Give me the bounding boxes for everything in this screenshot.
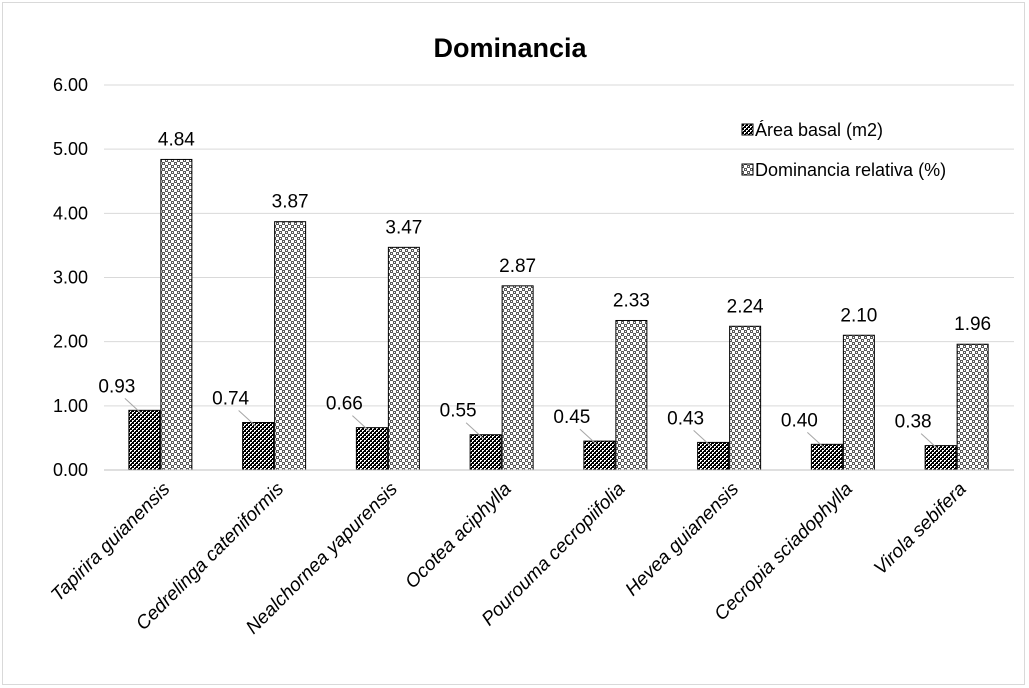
bar-dominancia-relativa — [387, 246, 420, 471]
bar-dominancia-relativa — [615, 319, 648, 471]
bar-dominancia-relativa — [160, 158, 193, 471]
y-tick-label: 0.00 — [53, 460, 88, 480]
data-label-area-basal: 0.74 — [212, 389, 249, 410]
leader-line — [693, 430, 712, 447]
bar-area-basal — [128, 409, 161, 471]
leader-line — [920, 433, 939, 450]
data-label-area-basal: 0.45 — [553, 407, 590, 428]
y-tick-label: 5.00 — [53, 139, 88, 159]
y-tick-label: 1.00 — [53, 396, 88, 416]
data-label-dominancia-relativa: 4.84 — [158, 129, 195, 150]
chart-title: Dominancia — [433, 33, 587, 63]
data-labels: 0.93 4.84 0.74 3.87 0.66 3.47 0.55 2.87 0.45 2.33… — [98, 129, 991, 450]
x-tick-label: Ocotea aciphylla — [401, 479, 515, 593]
data-label-area-basal: 0.66 — [326, 394, 363, 415]
leader-line — [465, 422, 484, 440]
bar-area-basal — [583, 440, 616, 471]
data-label-dominancia-relativa: 2.87 — [499, 256, 536, 277]
bar-area-basal — [697, 441, 730, 471]
data-label-dominancia-relativa: 2.24 — [727, 296, 764, 317]
bar-dominancia-relativa — [501, 285, 534, 471]
bar-dominancia-relativa — [842, 334, 875, 471]
bars — [128, 158, 989, 471]
leader-line — [238, 410, 257, 427]
data-label-area-basal: 0.38 — [895, 412, 932, 433]
bar-area-basal — [242, 422, 275, 471]
y-tick-label: 3.00 — [53, 268, 88, 288]
legend-swatch-dominancia-relativa — [741, 163, 754, 176]
bar-dominancia-relativa — [729, 325, 762, 471]
bar-dominancia-relativa — [956, 343, 989, 471]
data-label-dominancia-relativa: 2.33 — [613, 290, 650, 311]
y-tick-label: 4.00 — [53, 203, 88, 223]
leader-line — [579, 428, 598, 446]
legend-label-dominancia-relativa: Dominancia relativa (%) — [755, 160, 946, 180]
x-tick-label: Virola sebifera — [870, 479, 970, 579]
data-label-dominancia-relativa: 1.96 — [954, 314, 991, 335]
data-label-dominancia-relativa: 3.87 — [272, 192, 309, 213]
leader-line — [352, 415, 371, 433]
leader-line — [807, 431, 826, 449]
bar-area-basal — [924, 445, 957, 471]
y-tick-label: 2.00 — [53, 332, 88, 352]
data-label-dominancia-relativa: 2.10 — [840, 305, 877, 326]
bar-area-basal — [810, 443, 843, 471]
data-label-area-basal: 0.43 — [667, 408, 704, 429]
data-label-area-basal: 0.40 — [781, 410, 818, 431]
bar-area-basal — [355, 427, 388, 471]
y-axis: 0.00 1.00 2.00 3.00 4.00 5.00 6.00 — [53, 75, 88, 480]
x-tick-label: Hevea guianensis — [622, 478, 744, 600]
bar-dominancia-relativa — [274, 221, 307, 471]
y-tick-label: 6.00 — [53, 75, 88, 95]
legend-label-area-basal: Área basal (m2) — [755, 120, 883, 140]
x-tick-label: Tapirira guianensis — [47, 478, 174, 605]
data-label-dominancia-relativa: 3.47 — [385, 217, 422, 238]
data-label-area-basal: 0.93 — [98, 376, 135, 397]
legend: Área basal (m2) Dominancia relativa (%) — [741, 120, 946, 180]
leader-line — [124, 397, 143, 415]
data-label-area-basal: 0.55 — [440, 401, 477, 422]
bar-area-basal — [469, 434, 502, 471]
legend-swatch-area-basal — [741, 123, 754, 136]
